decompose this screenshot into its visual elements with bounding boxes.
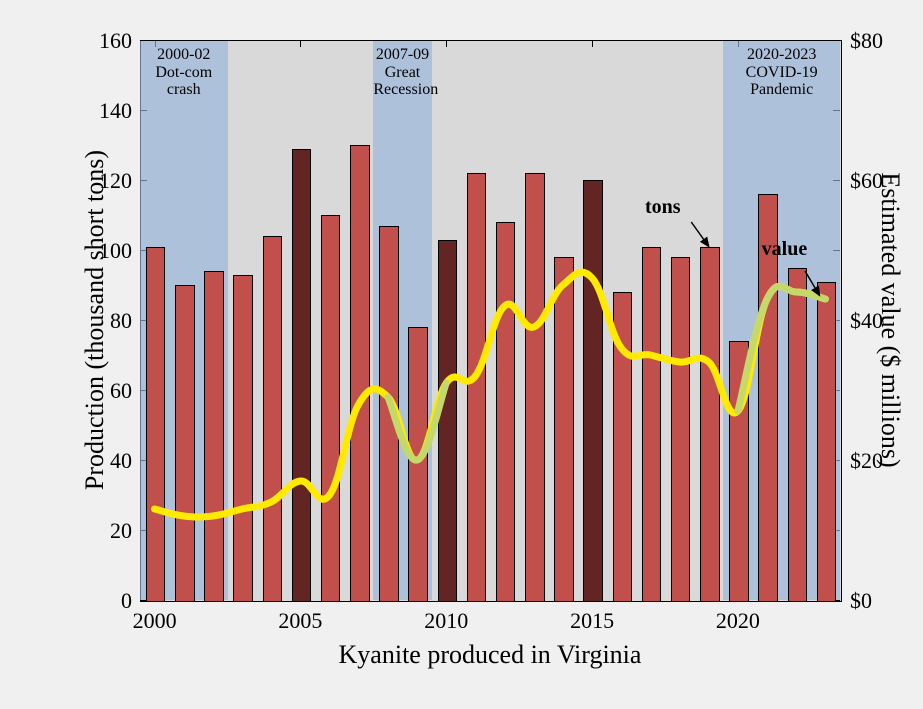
annotation-arrow: [691, 222, 709, 247]
x-tick-label: 2010: [416, 608, 476, 634]
arrows-svg: [50, 30, 850, 610]
chart-container: Production (thousand short tons) Estimat…: [50, 30, 900, 680]
annotation-value: value: [762, 238, 808, 261]
x-tick-label: 2020: [708, 608, 768, 634]
y2-tick-label: $40: [850, 308, 900, 334]
x-tick-label: 2005: [270, 608, 330, 634]
chart-title: Kyanite produced in Virginia: [140, 640, 840, 670]
y2-tick-label: $80: [850, 28, 900, 54]
y2-tick-label: $0: [850, 588, 900, 614]
y2-tick-label: $20: [850, 448, 900, 474]
y2-tick-label: $60: [850, 168, 900, 194]
x-tick-label: 2015: [562, 608, 622, 634]
x-tick-label: 2000: [125, 608, 185, 634]
annotation-arrow: [805, 271, 820, 296]
annotation-tons: tons: [645, 196, 681, 219]
